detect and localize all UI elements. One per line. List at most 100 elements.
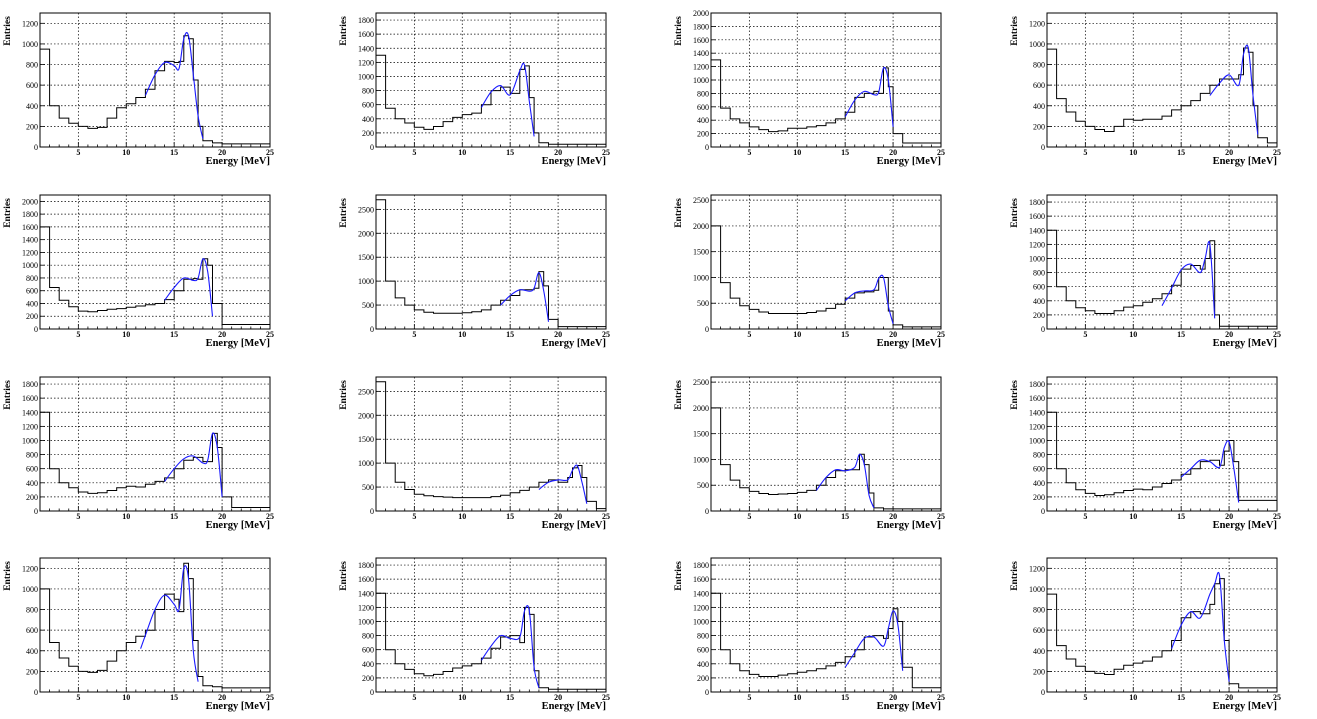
fit-series bbox=[1171, 571, 1230, 682]
x-tick-label: 10 bbox=[1129, 148, 1137, 157]
y-tick-label: 1000 bbox=[1029, 254, 1045, 263]
x-tick-label: 25 bbox=[1273, 693, 1281, 702]
y-tick-label: 1000 bbox=[358, 617, 374, 626]
x-tick-label: 10 bbox=[793, 148, 801, 157]
y-tick-label: 200 bbox=[362, 129, 374, 138]
y-tick-label: 600 bbox=[362, 646, 374, 655]
histogram-series bbox=[376, 381, 607, 510]
x-tick-label: 15 bbox=[506, 693, 514, 702]
x-axis-label: Energy [MeV] bbox=[877, 156, 941, 167]
x-tick-label: 20 bbox=[889, 693, 897, 702]
y-tick-label: 2000 bbox=[22, 197, 38, 206]
x-tick-label: 10 bbox=[122, 330, 130, 339]
y-tick-label: 600 bbox=[1033, 465, 1045, 474]
y-tick-label: 1500 bbox=[358, 435, 374, 444]
histogram-series bbox=[1047, 229, 1278, 327]
fit-series bbox=[844, 610, 904, 671]
y-tick-label: 1200 bbox=[358, 58, 374, 67]
y-tick-label: 1800 bbox=[693, 561, 709, 570]
x-tick-label: 20 bbox=[889, 512, 897, 521]
y-tick-label: 200 bbox=[697, 130, 709, 139]
plot-frame bbox=[710, 376, 942, 512]
y-axis-label: Entries bbox=[3, 561, 13, 591]
y-tick-label: 1500 bbox=[693, 430, 709, 439]
y-tick-label: 1000 bbox=[358, 277, 374, 286]
y-axis-label: Entries bbox=[1010, 561, 1020, 591]
x-tick-label: 25 bbox=[1273, 330, 1281, 339]
y-tick-label: 400 bbox=[697, 116, 709, 125]
y-tick-label: 1800 bbox=[358, 16, 374, 25]
histogram-series bbox=[1047, 578, 1278, 689]
y-tick-label: 200 bbox=[1033, 311, 1045, 320]
y-tick-label: 400 bbox=[26, 299, 38, 308]
y-tick-label: 1400 bbox=[22, 236, 38, 245]
y-axis-label: Entries bbox=[674, 198, 684, 228]
panel-2: 200 400 600 800 1000 1200 1400 1600 1800 0 5 10 15 20… bbox=[339, 12, 610, 167]
y-tick-label: 0 bbox=[1041, 143, 1045, 152]
y-tick-label: 800 bbox=[362, 87, 374, 96]
x-axis-label: Energy [MeV] bbox=[206, 338, 270, 349]
y-axis-label: Entries bbox=[3, 380, 13, 410]
y-tick-label: 400 bbox=[1033, 479, 1045, 488]
y-tick-label: 0 bbox=[34, 325, 38, 334]
x-tick-label: 20 bbox=[889, 148, 897, 157]
x-axis-label: Energy [MeV] bbox=[206, 520, 270, 531]
x-tick-label: 10 bbox=[793, 330, 801, 339]
y-tick-label: 1400 bbox=[1029, 226, 1045, 235]
x-tick-label: 15 bbox=[170, 512, 178, 521]
y-tick-label: 1800 bbox=[22, 210, 38, 219]
x-axis-label: Energy [MeV] bbox=[206, 156, 270, 167]
plot-frame bbox=[375, 376, 607, 512]
fit-series bbox=[140, 565, 199, 682]
x-tick-label: 25 bbox=[266, 148, 274, 157]
plot-frame bbox=[710, 12, 942, 148]
x-tick-label: 10 bbox=[458, 148, 466, 157]
plot-frame bbox=[1046, 194, 1278, 330]
y-tick-label: 2000 bbox=[693, 404, 709, 413]
y-axis-label: Entries bbox=[674, 561, 684, 591]
y-axis-label: Entries bbox=[674, 380, 684, 410]
x-tick-label: 5 bbox=[747, 148, 751, 157]
x-tick-label: 10 bbox=[122, 148, 130, 157]
x-tick-label: 15 bbox=[506, 148, 514, 157]
x-tick-label: 20 bbox=[1225, 512, 1233, 521]
y-tick-label: 2500 bbox=[358, 205, 374, 214]
x-axis-label: Energy [MeV] bbox=[877, 520, 941, 531]
y-tick-label: 1400 bbox=[22, 408, 38, 417]
x-axis-label: Energy [MeV] bbox=[1213, 338, 1277, 349]
y-axis-label: Entries bbox=[339, 380, 349, 410]
histogram-series bbox=[376, 54, 607, 145]
histogram-series bbox=[40, 562, 271, 689]
y-axis-label: Entries bbox=[674, 16, 684, 46]
x-axis-label: Energy [MeV] bbox=[877, 701, 941, 712]
x-tick-label: 15 bbox=[841, 148, 849, 157]
y-tick-label: 200 bbox=[26, 493, 38, 502]
x-axis-label: Energy [MeV] bbox=[877, 338, 941, 349]
y-tick-label: 1000 bbox=[22, 585, 38, 594]
y-tick-label: 200 bbox=[26, 667, 38, 676]
y-tick-label: 500 bbox=[362, 301, 374, 310]
panel-12: 200 400 600 800 1000 1200 1400 1600 1800 0 5 10 15 20… bbox=[1010, 376, 1281, 531]
x-tick-label: 20 bbox=[554, 148, 562, 157]
x-tick-label: 25 bbox=[266, 330, 274, 339]
x-tick-label: 15 bbox=[1177, 693, 1185, 702]
y-axis-label: Entries bbox=[3, 198, 13, 228]
y-tick-label: 1000 bbox=[358, 72, 374, 81]
y-tick-label: 1400 bbox=[1029, 408, 1045, 417]
x-tick-label: 25 bbox=[602, 148, 610, 157]
fit-series bbox=[844, 66, 894, 127]
y-tick-label: 400 bbox=[362, 660, 374, 669]
y-axis-label: Entries bbox=[339, 16, 349, 46]
y-tick-label: 0 bbox=[1041, 325, 1045, 334]
y-tick-label: 0 bbox=[705, 507, 709, 516]
plot-frame bbox=[375, 12, 607, 148]
x-tick-label: 20 bbox=[1225, 148, 1233, 157]
x-axis-label: Energy [MeV] bbox=[542, 156, 606, 167]
fit-series bbox=[1161, 241, 1216, 319]
y-tick-label: 2500 bbox=[358, 387, 374, 396]
y-tick-label: 1800 bbox=[358, 561, 374, 570]
x-axis-label: Energy [MeV] bbox=[1213, 156, 1277, 167]
x-tick-label: 25 bbox=[937, 693, 945, 702]
